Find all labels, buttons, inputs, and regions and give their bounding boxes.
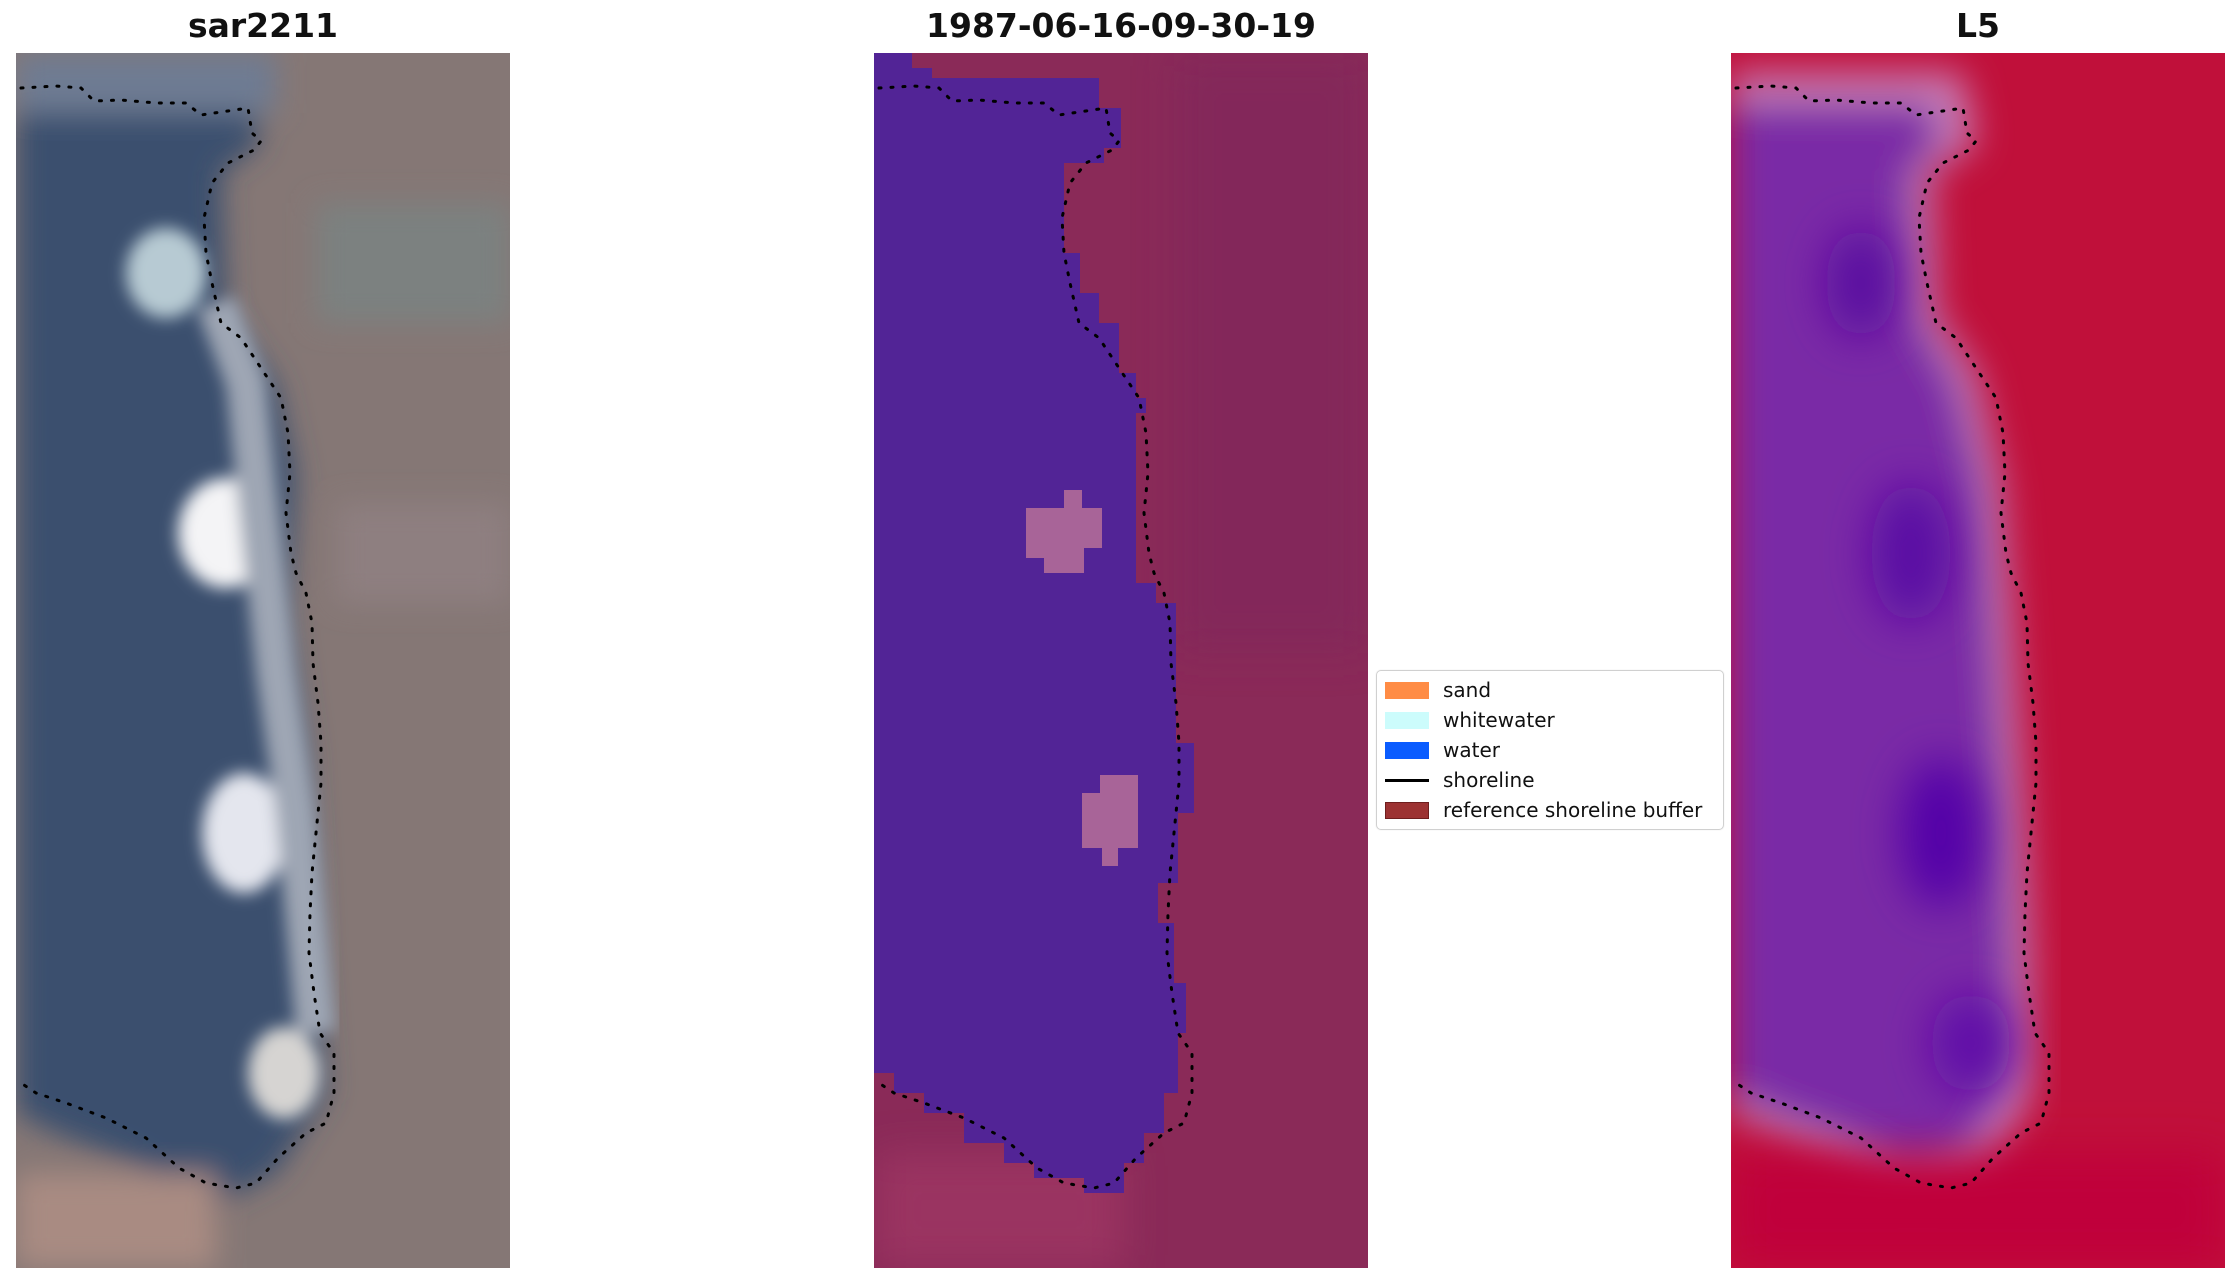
sand-swatch	[1385, 681, 1429, 699]
legend-label-shoreline: shoreline	[1443, 768, 1535, 792]
legend-label-water: water	[1443, 738, 1500, 762]
legend-item-shoreline: shoreline	[1385, 766, 1535, 794]
legend-item-sand: sand	[1385, 676, 1491, 704]
water-swatch	[1385, 741, 1429, 759]
whitewater-swatch	[1385, 711, 1429, 729]
legend-item-whitewater: whitewater	[1385, 706, 1555, 734]
legend-label-sand: sand	[1443, 678, 1492, 702]
reference-buffer-swatch	[1385, 801, 1429, 819]
panel-title-classification: 1987-06-16-09-30-19	[926, 6, 1316, 45]
shoreline-overlay-rgb	[19, 84, 336, 1190]
rgb-image	[16, 53, 510, 1268]
legend-label-reference-buffer: reference shoreline buffer	[1443, 798, 1703, 822]
legend-item-water: water	[1385, 736, 1500, 764]
shoreline-line-swatch	[1385, 778, 1429, 782]
index-panel	[1731, 53, 2225, 1268]
shoreline-overlay-classification	[877, 84, 1194, 1190]
legend: sand whitewater water shoreline referenc…	[1376, 670, 1724, 830]
panel-title-rgb: sar2211	[187, 6, 339, 45]
classification-image	[874, 53, 1368, 1268]
rgb-image-panel	[16, 53, 510, 1268]
panel-title-index: L5	[1956, 6, 2000, 45]
index-image	[1731, 53, 2225, 1268]
legend-item-reference-buffer: reference shoreline buffer	[1385, 796, 1702, 824]
legend-label-whitewater: whitewater	[1443, 708, 1555, 732]
classification-panel	[874, 53, 1368, 1268]
shoreline-overlay-index	[1734, 84, 2051, 1190]
